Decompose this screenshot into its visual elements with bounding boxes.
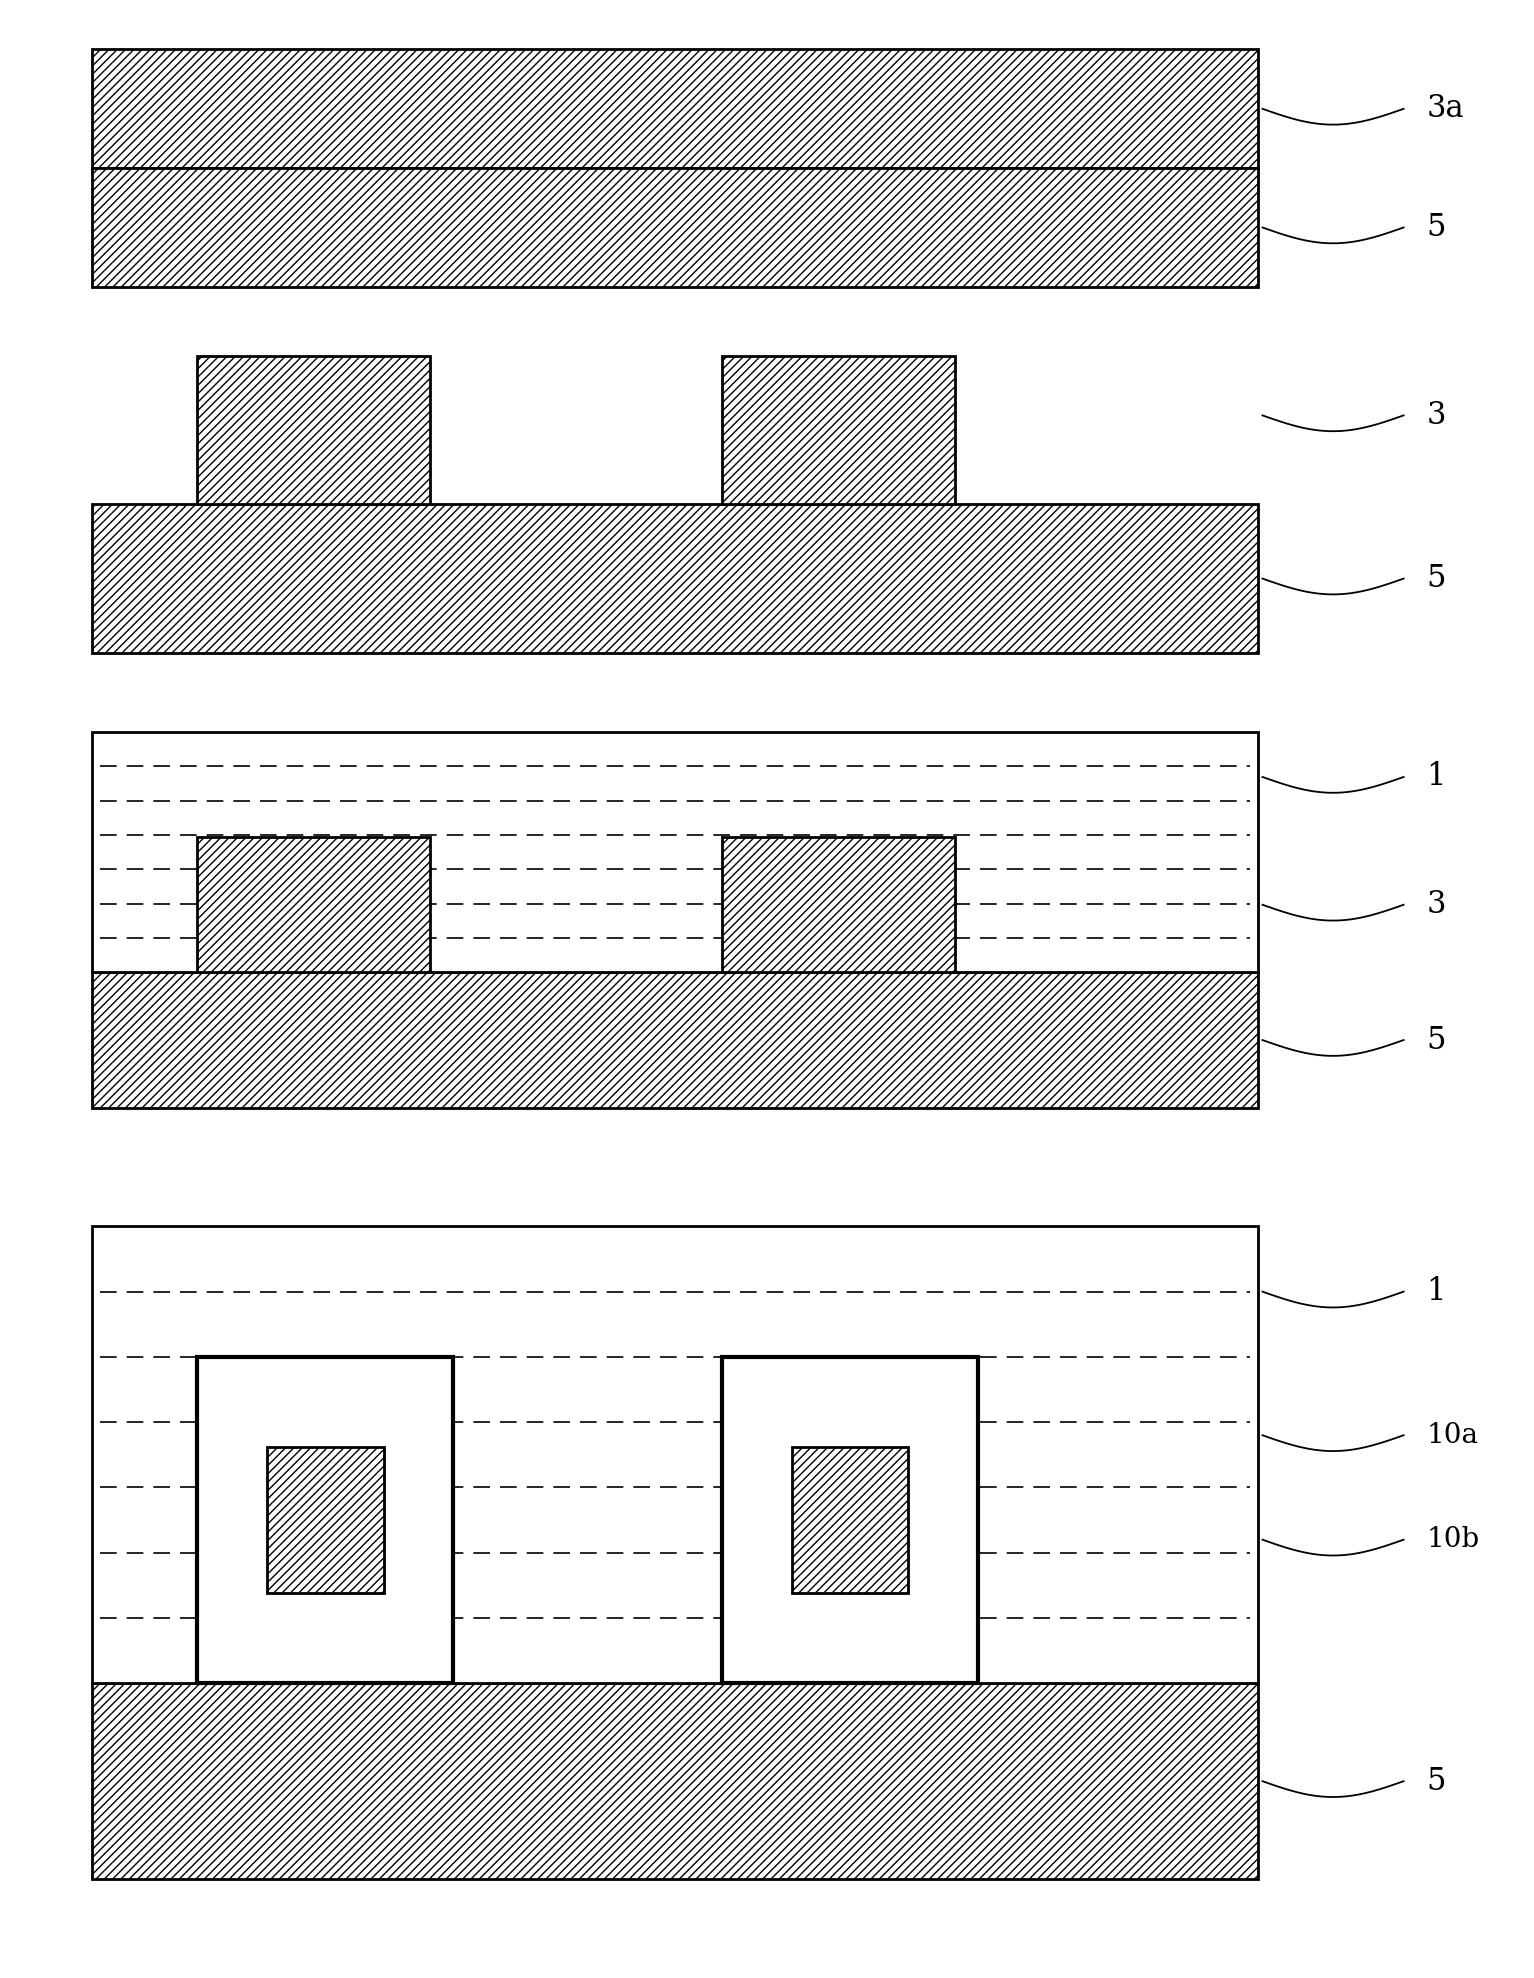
Bar <box>92 1683 1258 1879</box>
Bar <box>196 356 430 504</box>
Text: 3: 3 <box>1427 890 1447 920</box>
Bar <box>721 1357 979 1683</box>
Text: 5: 5 <box>1427 212 1447 243</box>
Bar <box>92 732 1258 973</box>
Text: 10b: 10b <box>1427 1527 1480 1553</box>
Bar <box>92 168 1258 287</box>
Bar <box>196 837 430 973</box>
Bar <box>92 732 1258 973</box>
Text: 3: 3 <box>1427 400 1447 431</box>
Bar <box>92 504 1258 653</box>
Bar <box>267 1448 384 1592</box>
Bar <box>196 1357 454 1683</box>
Bar <box>92 49 1258 168</box>
Text: 3a: 3a <box>1427 93 1465 125</box>
Bar <box>196 837 430 973</box>
Text: 1: 1 <box>1427 1276 1447 1307</box>
Bar <box>721 837 954 973</box>
Text: 10a: 10a <box>1427 1422 1479 1448</box>
Text: 5: 5 <box>1427 564 1447 593</box>
Bar <box>792 1448 908 1592</box>
Text: 5: 5 <box>1427 1766 1447 1796</box>
Bar <box>92 1226 1258 1683</box>
Bar <box>721 837 954 973</box>
Bar <box>92 1226 1258 1683</box>
Bar <box>721 356 954 504</box>
Bar <box>92 973 1258 1108</box>
Text: 1: 1 <box>1427 762 1447 793</box>
Text: 5: 5 <box>1427 1025 1447 1056</box>
